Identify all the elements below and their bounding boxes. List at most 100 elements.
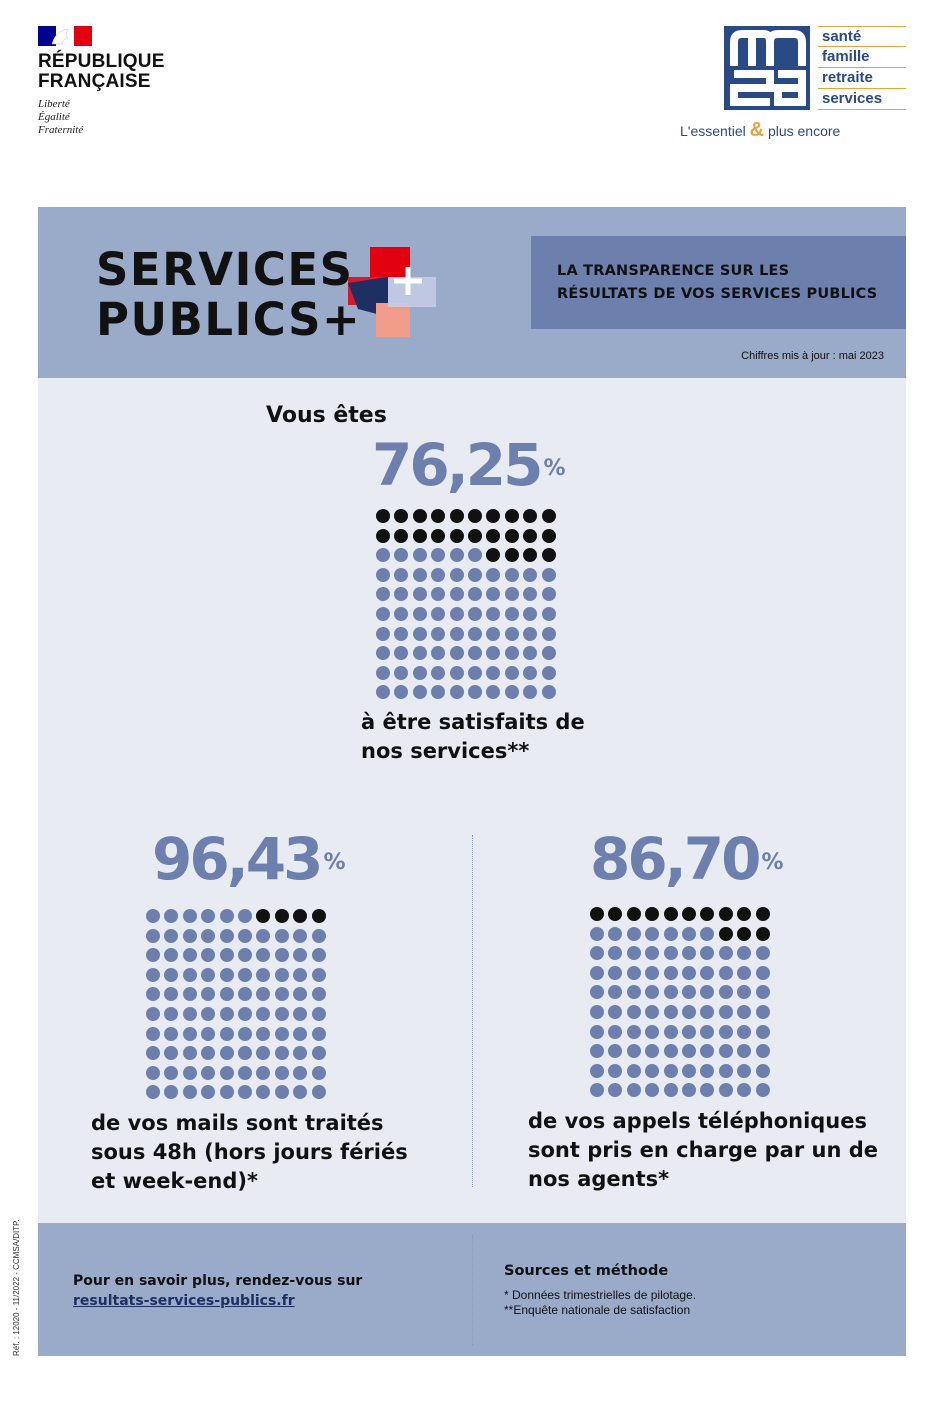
dot-filled: [626, 926, 641, 941]
dot-filled: [718, 1063, 733, 1078]
dot-filled: [486, 626, 501, 641]
dot-filled: [737, 1004, 752, 1019]
dot-filled: [394, 665, 409, 680]
dot-unfilled: [626, 907, 641, 921]
dot-filled: [681, 1044, 696, 1059]
dot-filled: [663, 1044, 678, 1059]
dot-unfilled: [718, 926, 733, 941]
mails-caption-line2: sous 48h (hors jours fériés: [91, 1140, 408, 1164]
dot-filled: [146, 967, 160, 982]
dot-unfilled: [412, 509, 427, 523]
msa-word-sante: santé: [818, 26, 906, 47]
dot-filled: [164, 1085, 179, 1100]
satisfaction-intro: Vous êtes: [266, 403, 387, 428]
dot-filled: [376, 626, 390, 641]
msa-tagline-start: L'essentiel: [680, 123, 746, 139]
dot-filled: [449, 665, 464, 680]
dot-filled: [681, 985, 696, 1000]
dot-filled: [164, 928, 179, 943]
dot-filled: [164, 1006, 179, 1021]
dot-filled: [311, 928, 326, 943]
dot-filled: [541, 665, 556, 680]
mails-caption-line3: et week-end)*: [91, 1169, 258, 1193]
dot-filled: [626, 965, 641, 980]
dot-filled: [541, 587, 556, 602]
dot-filled: [718, 985, 733, 1000]
dot-unfilled: [645, 907, 660, 921]
calls-caption-line1: de vos appels téléphoniques: [528, 1109, 868, 1133]
dot-filled: [700, 946, 715, 961]
dot-filled: [412, 685, 427, 700]
banner-line2: RÉSULTATS DE VOS SERVICES PUBLICS: [557, 286, 878, 302]
dot-filled: [681, 946, 696, 961]
dot-filled: [486, 567, 501, 582]
document-reference: Réf. : 12020 - 11/2022 - CCMSA/DITP.: [12, 1219, 21, 1356]
dot-filled: [201, 1065, 216, 1080]
dot-filled: [182, 928, 197, 943]
dot-filled: [681, 926, 696, 941]
dot-filled: [201, 928, 216, 943]
dot-filled: [755, 1024, 770, 1039]
dot-filled: [663, 1004, 678, 1019]
dot-filled: [590, 1004, 604, 1019]
title-line2: PUBLICS: [96, 293, 323, 346]
dot-unfilled: [755, 907, 770, 921]
dot-filled: [718, 1004, 733, 1019]
republique-line1: RÉPUBLIQUE: [38, 51, 165, 72]
dot-unfilled: [486, 509, 501, 523]
dot-filled: [504, 665, 519, 680]
dot-filled: [486, 646, 501, 661]
dot-filled: [293, 987, 308, 1002]
dot-filled: [590, 985, 604, 1000]
dot-filled: [164, 987, 179, 1002]
dot-filled: [201, 967, 216, 982]
dot-filled: [237, 928, 252, 943]
title-line1: SERVICES: [96, 243, 354, 296]
dot-filled: [274, 928, 289, 943]
results-website-link[interactable]: resultats-services-publics.fr: [73, 1293, 295, 1309]
dot-filled: [700, 1024, 715, 1039]
dot-filled: [608, 985, 623, 1000]
dot-filled: [146, 948, 160, 963]
dot-filled: [467, 567, 482, 582]
dot-filled: [201, 948, 216, 963]
marianne-flag-icon: [38, 26, 92, 46]
dot-unfilled: [394, 509, 409, 523]
dot-unfilled: [256, 909, 271, 923]
dot-filled: [237, 1065, 252, 1080]
dot-filled: [394, 606, 409, 621]
source-note-1: * Données trimestrielles de pilotage.: [504, 1288, 697, 1302]
dot-filled: [645, 946, 660, 961]
dot-filled: [376, 665, 390, 680]
dot-filled: [182, 1085, 197, 1100]
dot-unfilled: [293, 909, 308, 923]
dot-unfilled: [737, 926, 752, 941]
calls-caption: de vos appels téléphoniques sont pris en…: [528, 1107, 878, 1194]
calls-caption-line3: nos agents*: [528, 1167, 670, 1191]
dot-filled: [608, 1063, 623, 1078]
dot-filled: [737, 965, 752, 980]
dot-unfilled: [590, 907, 604, 921]
calls-unit: %: [761, 850, 784, 875]
satisfaction-caption-line2: nos services**: [361, 739, 530, 763]
dot-filled: [663, 926, 678, 941]
dot-filled: [700, 1044, 715, 1059]
dot-filled: [626, 1024, 641, 1039]
mails-caption-line1: de vos mails sont traités: [91, 1111, 384, 1135]
dot-unfilled: [467, 509, 482, 523]
stats-divider: [472, 835, 473, 1187]
dot-filled: [467, 646, 482, 661]
dot-unfilled: [412, 528, 427, 543]
dot-filled: [504, 567, 519, 582]
dot-unfilled: [274, 909, 289, 923]
msa-logo: santé famille retraite services L'essent…: [680, 26, 910, 141]
dot-filled: [681, 1004, 696, 1019]
dot-filled: [146, 1006, 160, 1021]
dot-filled: [394, 646, 409, 661]
motto-liberte: Liberté: [38, 98, 70, 110]
dot-filled: [523, 665, 538, 680]
dot-filled: [737, 1083, 752, 1098]
dot-filled: [146, 987, 160, 1002]
dot-filled: [590, 1063, 604, 1078]
republique-line2: FRANÇAISE: [38, 71, 151, 92]
